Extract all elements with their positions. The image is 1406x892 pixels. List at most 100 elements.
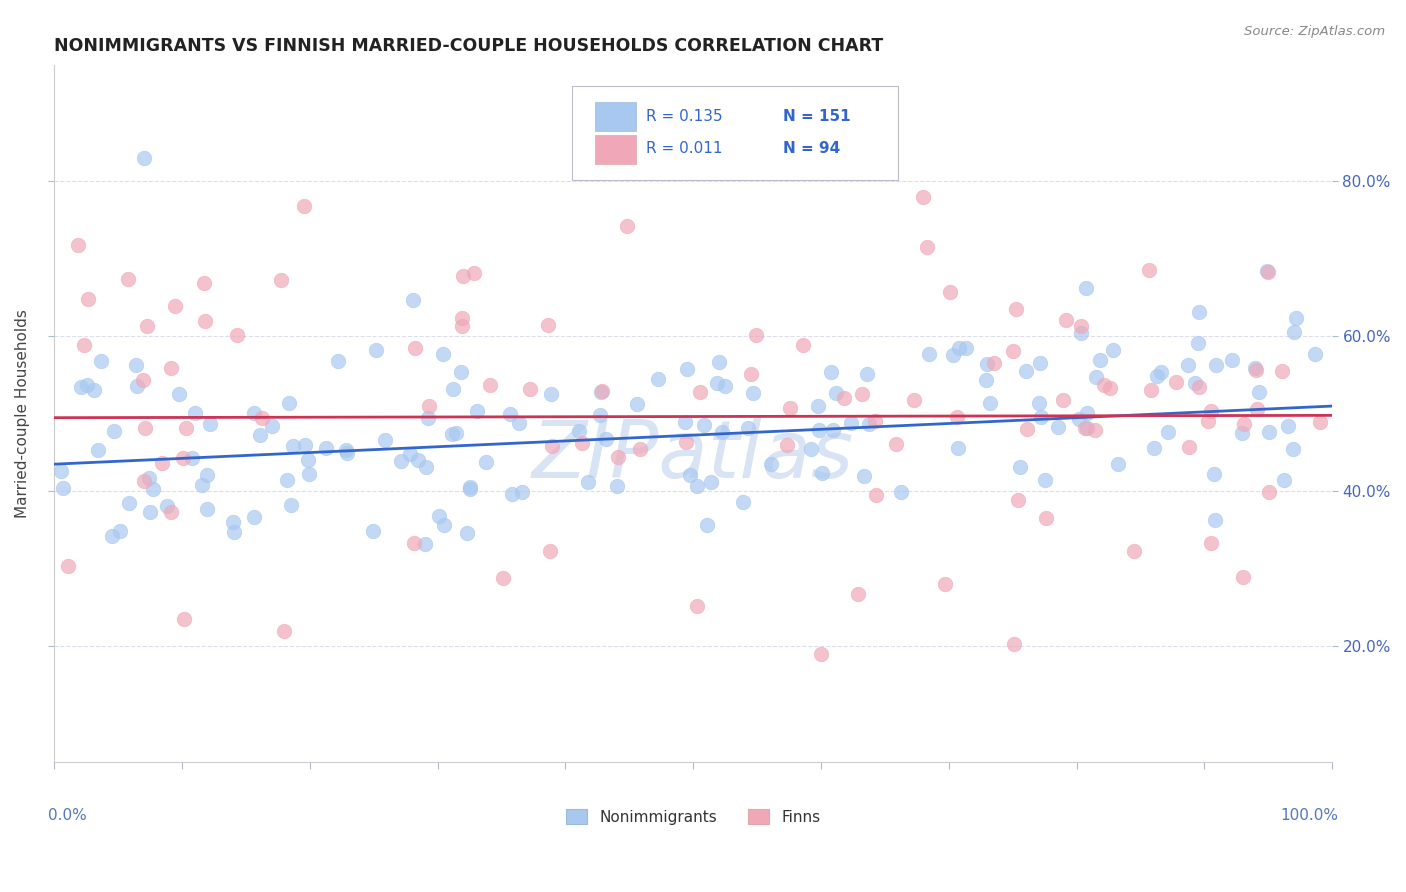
Point [1017, 422, 1039, 436]
Point [537, 318, 560, 333]
Point [1197, 414, 1219, 428]
Point [200, 417, 222, 431]
Point [740, 367, 762, 381]
Point [66, 237, 89, 252]
Point [1184, 376, 1206, 390]
Point [1122, 543, 1144, 558]
Point [73, 337, 96, 351]
Point [863, 414, 886, 428]
Point [779, 401, 801, 415]
Point [451, 311, 474, 326]
Point [776, 437, 799, 451]
Point [197, 468, 219, 483]
Point [117, 496, 139, 510]
Point [745, 159, 768, 173]
Point [172, 450, 194, 465]
Point [249, 428, 271, 442]
Point [399, 447, 422, 461]
Point [374, 433, 396, 447]
Point [823, 423, 845, 437]
Point [1002, 343, 1025, 358]
Point [1070, 318, 1092, 333]
Point [478, 378, 501, 392]
Point [1033, 474, 1056, 488]
Point [1188, 305, 1211, 319]
Point [689, 385, 711, 400]
Point [696, 518, 718, 533]
Point [127, 379, 149, 393]
Point [191, 478, 214, 492]
Point [1088, 352, 1111, 367]
Point [979, 396, 1001, 410]
Point [1277, 418, 1299, 433]
Point [160, 360, 183, 375]
Point [418, 400, 440, 414]
Point [1285, 311, 1308, 326]
Point [132, 151, 155, 165]
Point [912, 190, 935, 204]
Point [676, 362, 699, 376]
Point [942, 348, 965, 362]
Point [673, 415, 696, 429]
Point [167, 387, 190, 401]
Point [820, 365, 842, 379]
Point [685, 478, 707, 492]
Point [138, 505, 160, 519]
Point [138, 471, 160, 485]
Point [463, 266, 485, 280]
Point [451, 319, 474, 334]
Text: R = 0.135: R = 0.135 [645, 109, 723, 124]
Point [915, 240, 938, 254]
Text: NONIMMIGRANTS VS FINNISH MARRIED-COUPLE HOUSEHOLDS CORRELATION CHART: NONIMMIGRANTS VS FINNISH MARRIED-COUPLE … [55, 37, 883, 55]
Point [326, 354, 349, 368]
Point [173, 612, 195, 626]
Point [832, 391, 855, 405]
Point [865, 488, 887, 502]
Point [807, 400, 830, 414]
Point [315, 441, 337, 455]
Point [884, 437, 907, 451]
FancyBboxPatch shape [595, 103, 636, 131]
Point [1177, 359, 1199, 373]
Point [540, 439, 562, 453]
Y-axis label: Married-couple Households: Married-couple Households [15, 310, 30, 518]
Point [402, 293, 425, 307]
Point [628, 442, 651, 456]
Point [1187, 379, 1209, 393]
Point [974, 373, 997, 387]
Point [134, 474, 156, 488]
Point [1137, 262, 1160, 277]
Point [1232, 425, 1254, 440]
Point [825, 386, 848, 401]
Point [1202, 467, 1225, 481]
Point [741, 385, 763, 400]
Point [83, 383, 105, 397]
Point [1157, 425, 1180, 439]
Point [276, 474, 298, 488]
Point [103, 425, 125, 439]
Point [108, 524, 131, 539]
Point [1054, 313, 1077, 327]
Point [540, 387, 562, 401]
Point [52, 481, 75, 495]
Point [917, 347, 939, 361]
Point [1256, 264, 1278, 278]
Point [194, 314, 217, 328]
Point [808, 423, 831, 437]
Point [1046, 420, 1069, 434]
Point [134, 421, 156, 435]
Point [1232, 569, 1254, 583]
Point [277, 396, 299, 410]
Point [576, 475, 599, 489]
Point [416, 411, 439, 425]
Point [252, 410, 274, 425]
Point [1029, 410, 1052, 425]
Point [90, 353, 112, 368]
Point [77, 293, 100, 307]
Point [1143, 442, 1166, 456]
Point [1164, 375, 1187, 389]
Point [499, 407, 522, 421]
Text: N = 151: N = 151 [783, 109, 851, 124]
Point [800, 442, 823, 456]
Point [1074, 421, 1097, 435]
